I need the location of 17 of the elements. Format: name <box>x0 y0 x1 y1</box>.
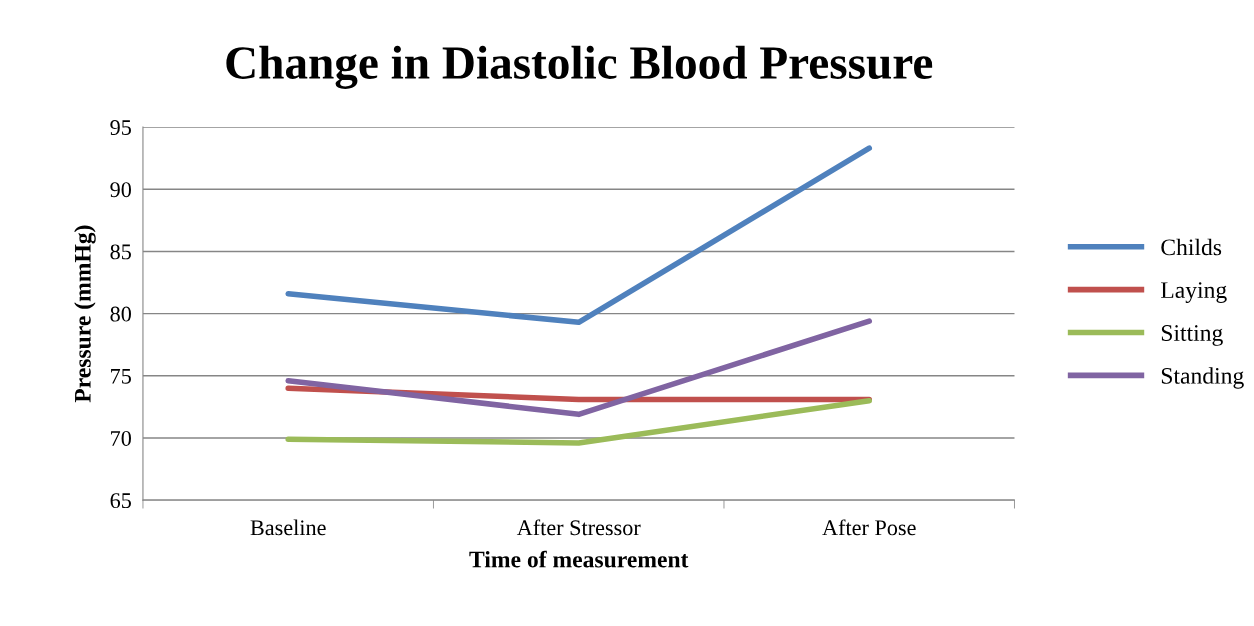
x-tick-label: Baseline <box>250 519 326 536</box>
y-tick-label: 75 <box>111 368 131 384</box>
legend-label: Childs <box>1161 238 1222 256</box>
y-tick-label: 70 <box>111 430 131 446</box>
y-axis-title: Pressure (mmHg) <box>74 225 96 403</box>
chart-title: Change in Diastolic Blood Pressure <box>226 45 933 89</box>
x-axis-title: Time of measurement <box>469 550 689 568</box>
y-tick-label: 65 <box>110 493 131 509</box>
y-tick-label: 90 <box>110 182 131 198</box>
y-tick-label: 95 <box>110 120 131 136</box>
legend-label: Standing <box>1161 367 1244 389</box>
legend-label: Laying <box>1161 282 1227 303</box>
y-tick-label: 85 <box>110 244 131 260</box>
x-tick-label: After Stressor <box>516 519 641 536</box>
y-tick-label: 80 <box>110 306 131 322</box>
x-tick-label: After Pose <box>822 519 916 536</box>
legend-label: Sitting <box>1161 325 1223 346</box>
